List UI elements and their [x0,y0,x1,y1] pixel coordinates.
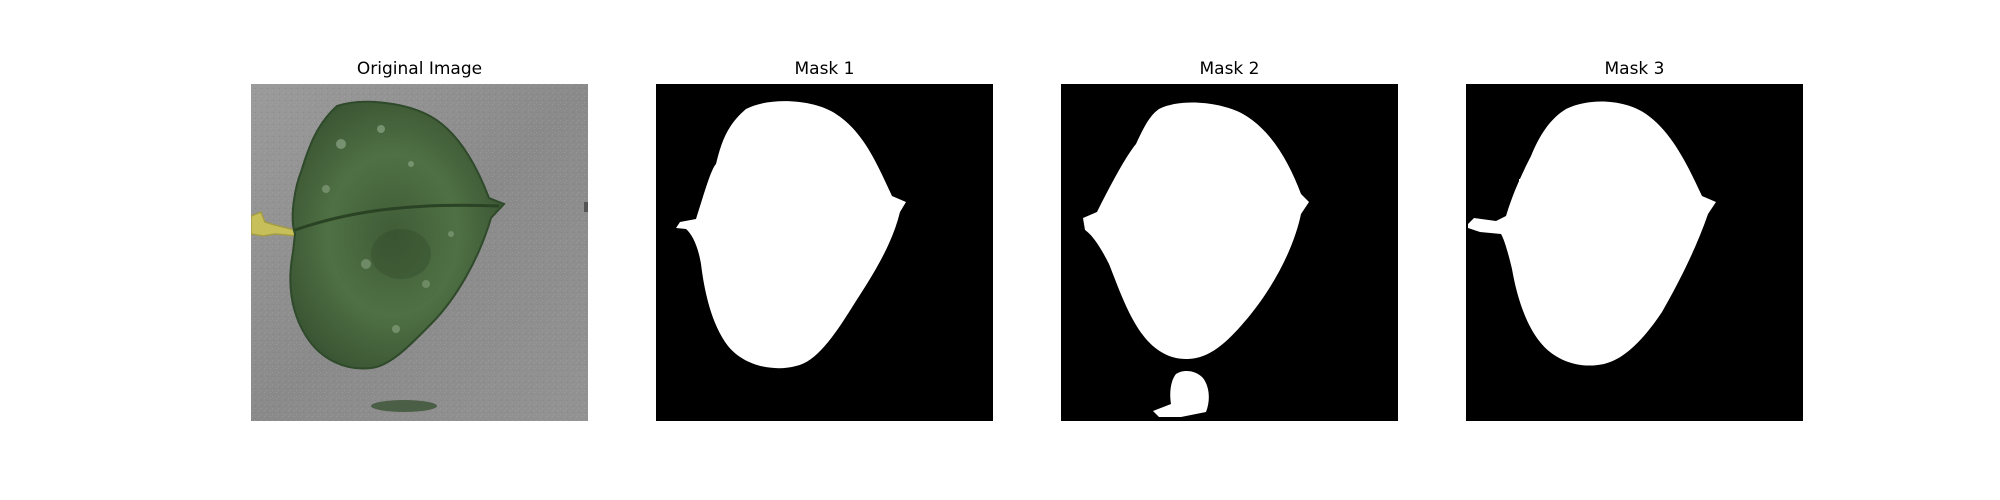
mask-1-image [656,84,993,421]
panel-title-mask-3: Mask 3 [1466,57,1803,81]
panel-mask-2: Mask 2 [1061,57,1398,421]
panel-title-original-image: Original Image [251,57,588,81]
debris-blob [371,400,437,412]
mask-3-image [1466,84,1803,421]
panel-title-mask-1: Mask 1 [656,57,993,81]
panel-title-mask-2: Mask 2 [1061,57,1398,81]
original-leaf-photo [251,84,588,421]
panel-mask-3: Mask 3 [1466,57,1803,421]
panel-original-image: Original Image [251,57,588,421]
mask-2-image [1061,84,1398,421]
panel-mask-1: Mask 1 [656,57,993,421]
